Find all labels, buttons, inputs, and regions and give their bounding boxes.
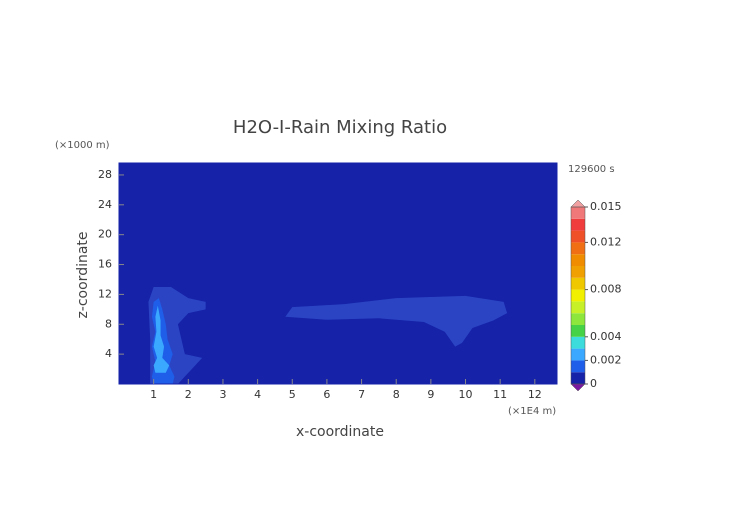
- colorbar-band: [571, 289, 585, 302]
- x-tick-label: 1: [150, 388, 157, 401]
- x-tick-label: 6: [323, 388, 330, 401]
- colorbar-band: [571, 277, 585, 290]
- colorbar-tick-label: 0.004: [590, 330, 622, 343]
- y-tick-label: 4: [105, 347, 112, 360]
- x-unit: (×1E4 m): [508, 406, 556, 417]
- colorbar-band: [571, 242, 585, 255]
- colorbar-tick-label: 0.015: [590, 200, 622, 213]
- x-axis-label: x-coordinate: [296, 424, 384, 440]
- contour-region: [285, 295, 508, 347]
- colorbar-band: [571, 266, 585, 278]
- y-tick-label: 16: [98, 258, 112, 271]
- y-tick-label: 8: [105, 317, 112, 330]
- colorbar-band: [571, 254, 585, 266]
- chart-title: H2O-I-Rain Mixing Ratio: [233, 117, 447, 138]
- colorbar-band: [571, 230, 585, 243]
- colorbar-tick-label: 0: [590, 377, 597, 390]
- colorbar-tick-label: 0.012: [590, 235, 622, 248]
- colorbar-band: [571, 301, 585, 314]
- colorbar-band: [571, 360, 585, 373]
- colorbar-tick-label: 0.002: [590, 353, 622, 366]
- x-tick-label: 4: [254, 388, 261, 401]
- colorbar-band: [571, 313, 585, 325]
- x-tick-label: 10: [459, 388, 473, 401]
- colorbar-band: [571, 336, 585, 349]
- y-tick-label: 28: [98, 168, 112, 181]
- field-background: [119, 163, 557, 384]
- x-tick-label: 9: [427, 388, 434, 401]
- y-tick-label: 20: [98, 228, 112, 241]
- colorbar-band: [571, 207, 585, 219]
- colorbar-band: [571, 372, 585, 384]
- y-unit: (×1000 m): [55, 140, 110, 151]
- time-label: 129600 s: [568, 164, 615, 175]
- colorbar-tick-label: 0.008: [590, 283, 622, 296]
- colorbar-band: [571, 218, 585, 231]
- x-tick-label: 11: [493, 388, 507, 401]
- x-tick-label: 2: [185, 388, 192, 401]
- colorbar-band: [571, 348, 585, 361]
- y-tick-label: 24: [98, 198, 112, 211]
- y-tick-label: 12: [98, 287, 112, 300]
- x-tick-label: 7: [358, 388, 365, 401]
- x-tick-label: 12: [528, 388, 542, 401]
- contour-region: [153, 305, 170, 373]
- plot-frame: [118, 162, 558, 385]
- x-tick-label: 5: [289, 388, 296, 401]
- y-axis-label: z-coordinate: [75, 231, 91, 318]
- colorbar-frame: [570, 206, 586, 385]
- colorbar-under: [570, 383, 586, 392]
- colorbar-band: [571, 325, 585, 337]
- colorbar-over: [570, 199, 586, 208]
- x-tick-label: 8: [393, 388, 400, 401]
- x-tick-label: 3: [219, 388, 226, 401]
